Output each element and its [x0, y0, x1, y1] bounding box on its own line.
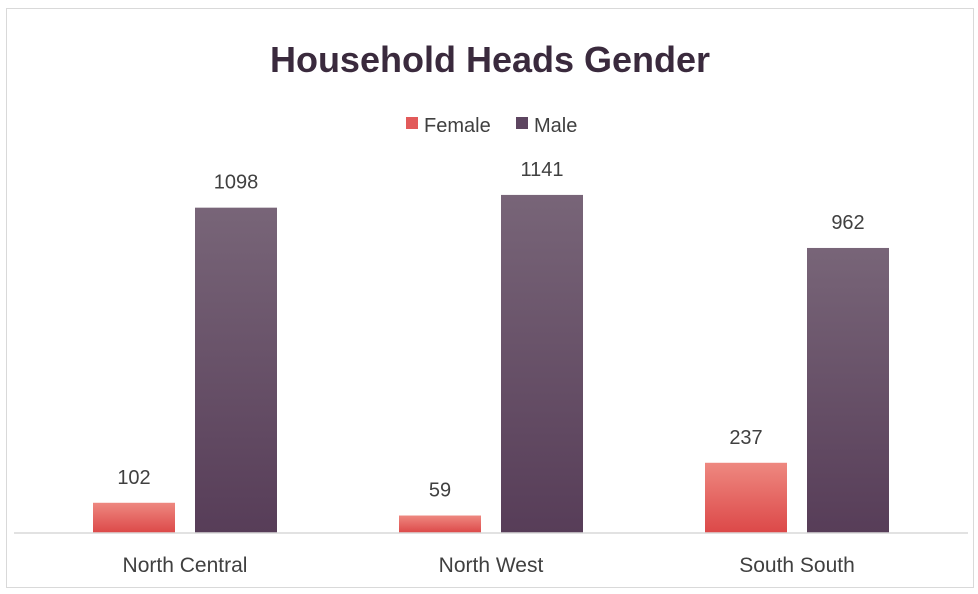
- legend-label-female: Female: [424, 115, 491, 137]
- chart-legend: Female Male: [406, 115, 577, 137]
- data-label-male-1: 1098: [214, 172, 259, 194]
- bar-female-1: [93, 502, 175, 533]
- legend-swatch-female: [406, 117, 418, 129]
- legend-label-male: Male: [534, 115, 577, 137]
- bar-male-2: [501, 194, 583, 534]
- bars-group: 102 1098 59 1141 237 962: [93, 159, 889, 534]
- bar-male-3: [807, 247, 889, 533]
- data-label-female-2: 59: [429, 480, 451, 502]
- legend-swatch-male: [516, 117, 528, 129]
- chart-title: Household Heads Gender: [270, 39, 710, 80]
- x-tick-label-2: North West: [439, 554, 544, 577]
- bar-male-1: [195, 207, 277, 533]
- data-label-male-2: 1141: [520, 159, 563, 181]
- data-label-female-3: 237: [729, 427, 762, 449]
- x-axis-labels: North Central North West South South: [123, 554, 855, 577]
- x-tick-label-1: North Central: [123, 554, 248, 577]
- data-label-male-3: 962: [831, 212, 864, 234]
- x-tick-label-3: South South: [739, 554, 855, 577]
- bar-female-3: [705, 462, 787, 533]
- data-label-female-1: 102: [117, 467, 150, 489]
- bar-female-2: [399, 515, 481, 533]
